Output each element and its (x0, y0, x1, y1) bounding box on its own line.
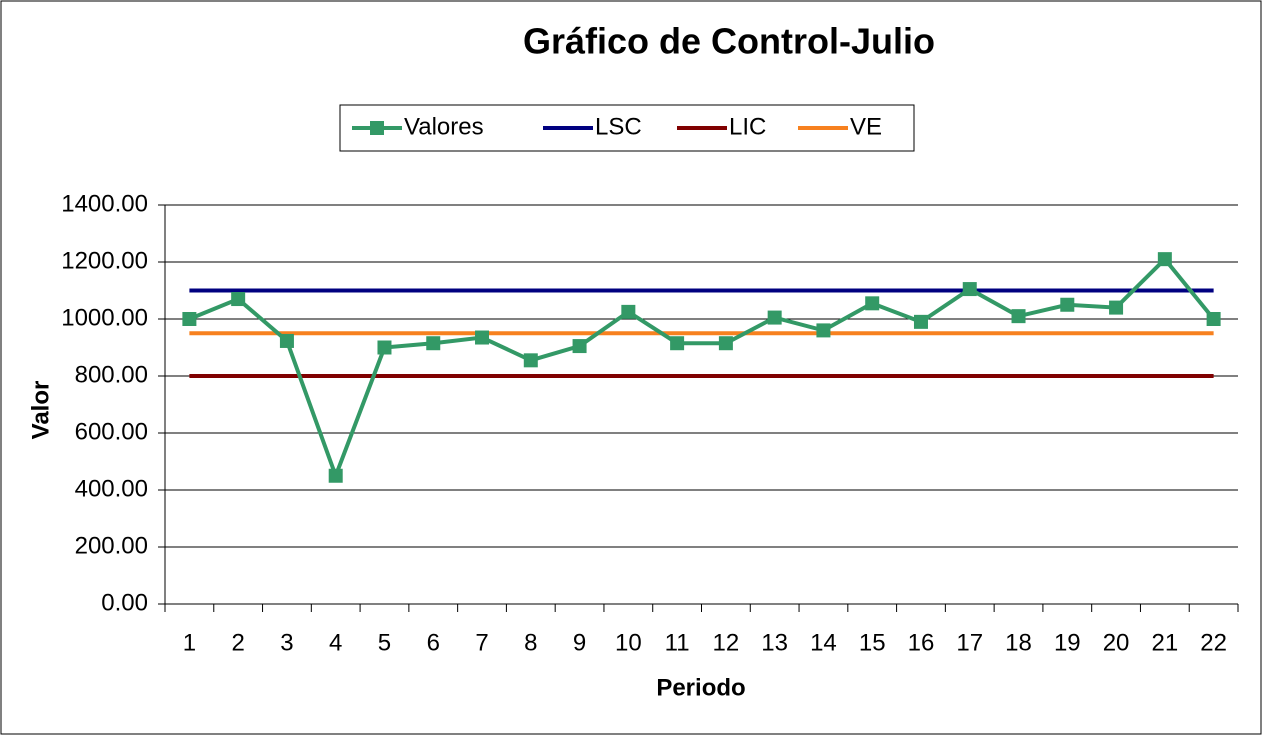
marker (816, 323, 831, 338)
marker (377, 340, 392, 355)
x-tick-label: 4 (329, 629, 342, 656)
x-tick-label: 2 (231, 629, 244, 656)
x-tick-label: 6 (427, 629, 440, 656)
x-tick-label: 18 (1005, 629, 1032, 656)
marker (865, 296, 880, 311)
marker (475, 330, 490, 345)
marker (1011, 309, 1026, 324)
marker (523, 353, 538, 368)
x-tick-label: 16 (908, 629, 935, 656)
marker (1109, 300, 1124, 315)
x-tick-label: 22 (1200, 629, 1227, 656)
x-tick-label: 8 (524, 629, 537, 656)
y-tick-label: 1400.00 (61, 190, 148, 217)
marker (767, 310, 782, 325)
legend-label: Valores (404, 113, 484, 140)
y-tick-label: 400.00 (75, 475, 148, 502)
marker (1206, 312, 1221, 326)
marker (182, 312, 197, 326)
legend-label: LSC (595, 113, 642, 140)
y-axis-label: Valor (27, 381, 54, 440)
x-tick-label: 7 (475, 629, 488, 656)
x-tick-label: 17 (956, 629, 983, 656)
x-tick-label: 12 (713, 629, 740, 656)
x-tick-label: 1 (183, 629, 196, 656)
marker (913, 314, 928, 329)
y-tick-label: 1000.00 (61, 304, 148, 331)
legend-label: VE (850, 113, 882, 140)
marker (279, 333, 294, 348)
x-tick-label: 19 (1054, 629, 1081, 656)
x-tick-label: 20 (1103, 629, 1130, 656)
y-tick-label: 800.00 (75, 361, 148, 388)
marker (1060, 297, 1075, 312)
x-tick-label: 5 (378, 629, 391, 656)
y-tick-label: 1200.00 (61, 247, 148, 274)
x-axis-label: Periodo (656, 674, 745, 701)
x-tick-label: 14 (810, 629, 837, 656)
x-tick-label: 11 (665, 629, 690, 656)
x-tick-label: 15 (859, 629, 886, 656)
marker (572, 339, 587, 354)
marker (231, 292, 246, 307)
legend-marker (370, 121, 384, 135)
y-tick-label: 200.00 (75, 532, 148, 559)
chart-title: Gráfico de Control-Julio (523, 21, 935, 62)
x-tick-label: 10 (615, 629, 642, 656)
marker (718, 336, 733, 351)
x-tick-label: 3 (280, 629, 293, 656)
series-line (188, 256, 1216, 482)
x-tick-label: 21 (1151, 629, 1178, 656)
marker (621, 304, 636, 319)
x-tick-label: 9 (573, 629, 586, 656)
legend-label: LIC (729, 113, 766, 140)
marker (1157, 252, 1172, 267)
marker (426, 336, 441, 351)
y-tick-label: 600.00 (75, 418, 148, 445)
marker (670, 336, 685, 351)
marker (328, 468, 343, 483)
x-tick-label: 13 (761, 629, 788, 656)
y-tick-label: 0.00 (101, 589, 148, 616)
marker (962, 282, 977, 297)
